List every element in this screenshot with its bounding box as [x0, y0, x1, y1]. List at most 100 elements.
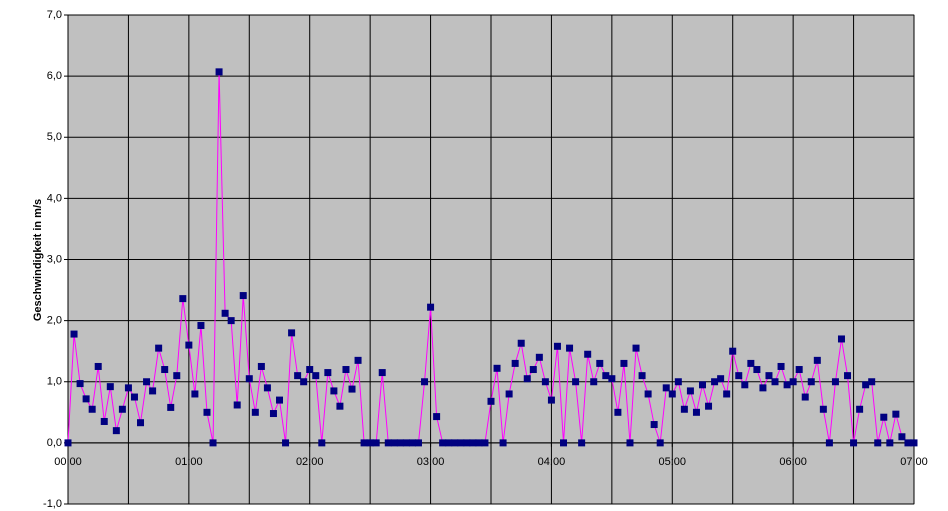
data-point — [155, 344, 163, 352]
data-point — [638, 372, 646, 380]
data-point — [692, 408, 700, 416]
data-point — [771, 378, 779, 386]
data-point — [427, 303, 435, 311]
data-point — [874, 439, 882, 447]
data-point — [632, 344, 640, 352]
data-point — [312, 372, 320, 380]
data-point — [777, 362, 785, 370]
data-point — [517, 339, 525, 347]
data-point — [408, 439, 416, 447]
x-tick-label: 05:00 — [659, 456, 687, 468]
data-point — [753, 366, 761, 374]
data-point — [789, 378, 797, 386]
data-point — [844, 372, 852, 380]
data-marks — [64, 68, 918, 447]
data-point — [747, 359, 755, 367]
data-point — [179, 295, 187, 303]
data-point — [831, 378, 839, 386]
data-point — [837, 335, 845, 343]
data-point — [602, 372, 610, 380]
data-point — [862, 381, 870, 389]
data-point — [910, 439, 918, 447]
data-point — [149, 387, 157, 395]
data-point — [481, 439, 489, 447]
data-point — [354, 356, 362, 364]
y-axis-label: Geschwindigkeit in m/s — [32, 199, 44, 321]
data-point — [167, 403, 175, 411]
data-point — [185, 341, 193, 349]
data-point — [348, 385, 356, 393]
data-point — [130, 393, 138, 401]
data-point — [904, 439, 912, 447]
data-point — [137, 419, 145, 427]
data-point — [76, 380, 84, 388]
data-point — [215, 68, 223, 76]
data-point — [318, 439, 326, 447]
data-point — [82, 395, 90, 403]
data-point — [396, 439, 404, 447]
data-point — [644, 390, 652, 398]
data-point — [112, 427, 120, 435]
data-point — [414, 439, 422, 447]
data-point — [191, 390, 199, 398]
data-point — [245, 375, 253, 383]
data-point — [64, 439, 72, 447]
data-point — [729, 347, 737, 355]
y-tick-label: 6,0 — [47, 70, 62, 82]
data-point — [233, 401, 241, 409]
data-point — [294, 372, 302, 380]
grid — [64, 14, 915, 505]
data-point — [795, 366, 803, 374]
y-tick-label: 0,0 — [47, 437, 62, 449]
y-tick-label: 3,0 — [47, 253, 62, 265]
data-point — [759, 384, 767, 392]
x-tick-label: 02:00 — [296, 456, 324, 468]
data-point — [813, 356, 821, 364]
data-point — [723, 390, 731, 398]
data-point — [547, 396, 555, 404]
data-point — [535, 353, 543, 361]
data-point — [680, 405, 688, 413]
data-point — [578, 439, 586, 447]
data-point — [88, 405, 96, 413]
data-point — [656, 439, 664, 447]
data-point — [390, 439, 398, 447]
data-point — [650, 421, 658, 429]
data-point — [541, 378, 549, 386]
data-point — [662, 384, 670, 392]
data-point — [590, 378, 598, 386]
data-point — [463, 439, 471, 447]
data-point — [282, 439, 290, 447]
data-point — [257, 362, 265, 370]
data-point — [288, 329, 296, 337]
data-point — [868, 378, 876, 386]
data-point — [686, 387, 694, 395]
data-point — [493, 364, 501, 372]
data-point — [378, 369, 386, 377]
data-point — [372, 439, 380, 447]
data-point — [711, 378, 719, 386]
data-point — [457, 439, 465, 447]
y-tick-label: 1,0 — [47, 376, 62, 388]
data-point — [717, 375, 725, 383]
data-point — [402, 439, 410, 447]
data-point — [239, 292, 247, 300]
data-point — [499, 439, 507, 447]
data-point — [269, 410, 277, 418]
x-tick-label: 07:00 — [900, 456, 928, 468]
data-point — [523, 375, 531, 383]
data-point — [263, 384, 271, 392]
data-point — [856, 405, 864, 413]
data-point — [765, 372, 773, 380]
data-point — [439, 439, 447, 447]
data-point — [892, 410, 900, 418]
data-point — [469, 439, 477, 447]
data-point — [668, 390, 676, 398]
data-point — [118, 405, 126, 413]
data-point — [819, 405, 827, 413]
data-point — [173, 372, 181, 380]
data-point — [741, 381, 749, 389]
data-point — [276, 396, 283, 404]
y-tick-label: -1,0 — [43, 498, 62, 510]
data-point — [421, 378, 429, 386]
